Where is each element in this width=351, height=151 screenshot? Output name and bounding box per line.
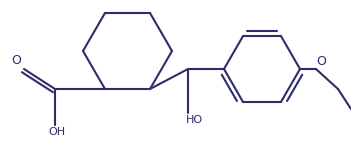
Text: OH: OH xyxy=(48,127,66,137)
Text: O: O xyxy=(317,56,326,69)
Text: O: O xyxy=(11,54,21,67)
Text: HO: HO xyxy=(185,115,203,125)
